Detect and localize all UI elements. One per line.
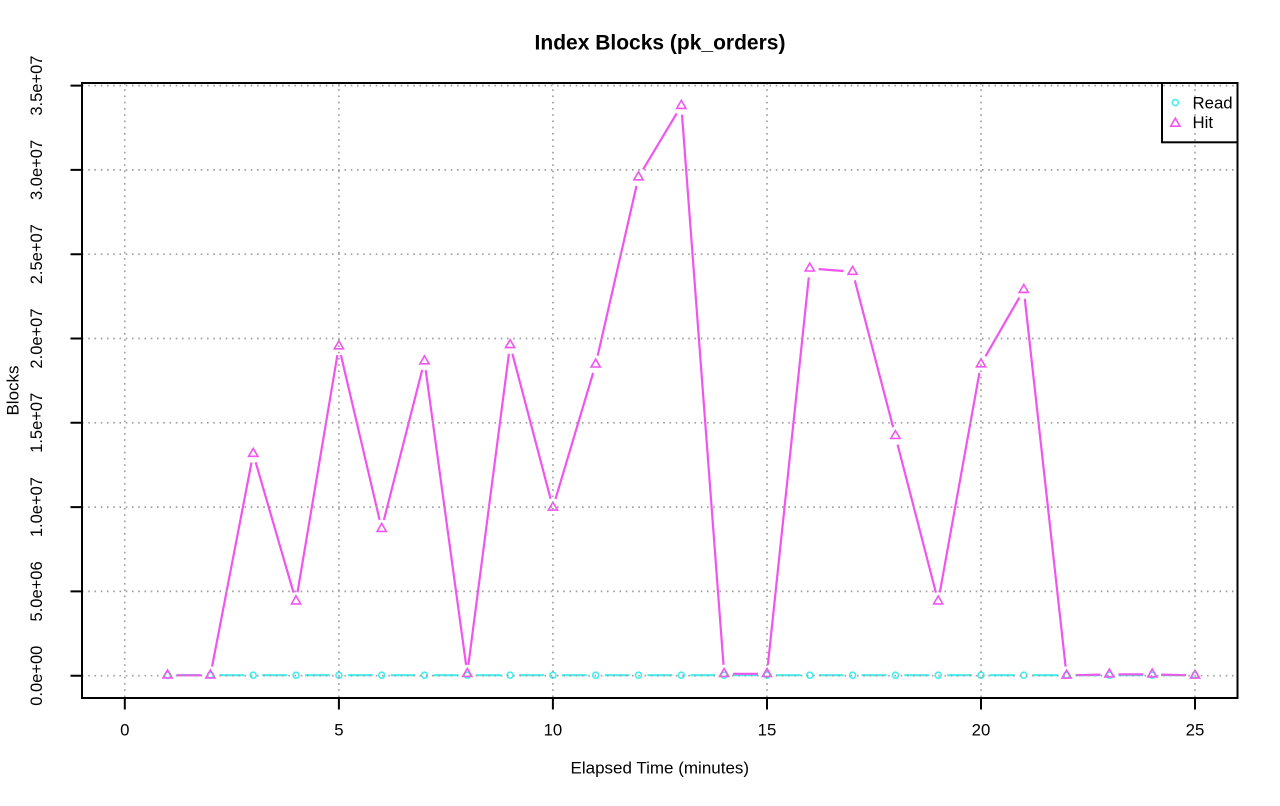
svg-text:20: 20: [972, 721, 991, 740]
svg-text:1.0e+07: 1.0e+07: [28, 477, 46, 537]
svg-text:10: 10: [544, 721, 563, 740]
svg-text:Blocks: Blocks: [4, 365, 23, 415]
svg-text:5.0e+06: 5.0e+06: [28, 561, 46, 621]
svg-text:3.0e+07: 3.0e+07: [28, 140, 46, 200]
svg-text:Hit: Hit: [1193, 113, 1214, 132]
svg-text:15: 15: [758, 721, 777, 740]
svg-text:3.5e+07: 3.5e+07: [28, 56, 46, 116]
svg-text:2.0e+07: 2.0e+07: [28, 308, 46, 368]
svg-text:1.5e+07: 1.5e+07: [28, 393, 46, 453]
svg-text:5: 5: [334, 721, 343, 740]
svg-text:Read: Read: [1193, 93, 1233, 112]
svg-text:0.0e+00: 0.0e+00: [28, 646, 46, 706]
svg-text:25: 25: [1186, 721, 1205, 740]
svg-text:0: 0: [120, 721, 129, 740]
svg-text:Index Blocks (pk_orders): Index Blocks (pk_orders): [535, 32, 786, 55]
svg-text:Elapsed Time (minutes): Elapsed Time (minutes): [571, 759, 750, 778]
svg-text:2.5e+07: 2.5e+07: [28, 224, 46, 284]
